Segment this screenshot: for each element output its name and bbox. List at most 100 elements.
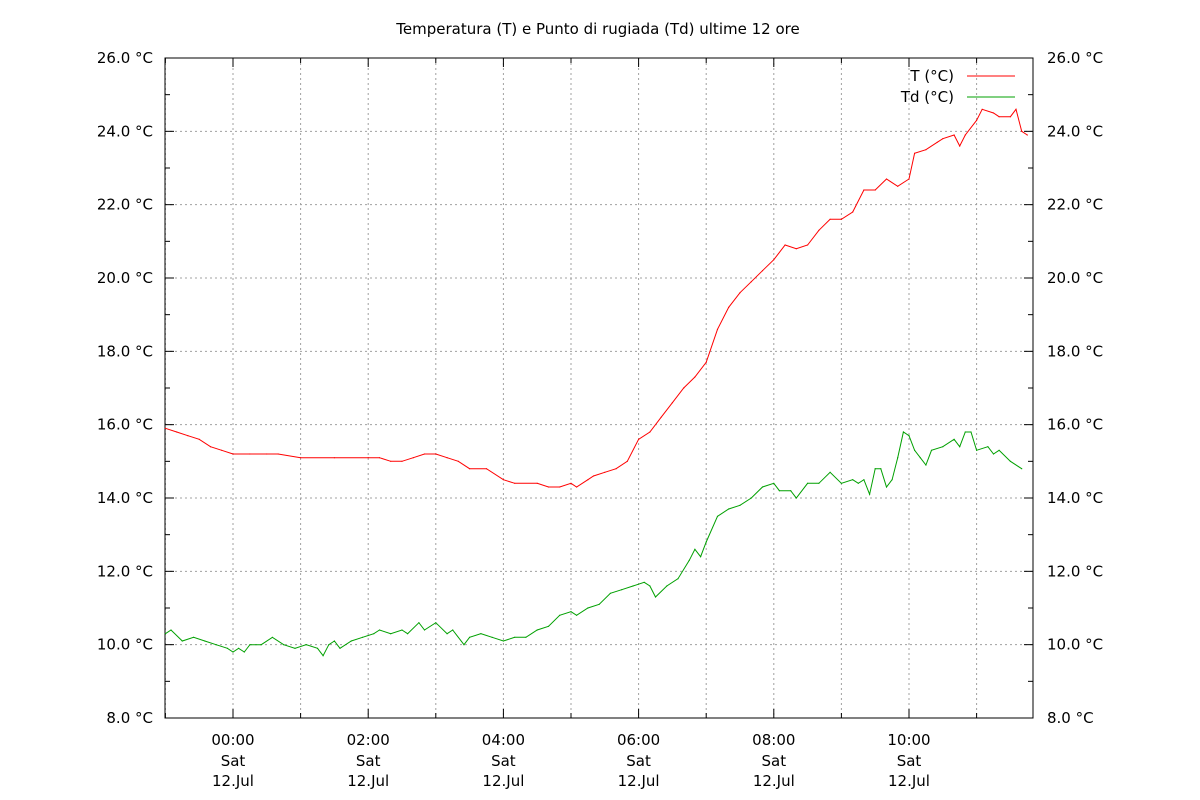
data-point [716,515,719,517]
data-point [807,244,809,246]
data-point [761,270,764,272]
data-point [350,640,352,642]
data-point [621,589,623,591]
x-tick-label-date: 12.Jul [753,772,795,790]
data-point [243,651,245,653]
data-point [649,431,651,433]
data-point [959,145,961,147]
data-point [407,633,409,635]
x-tick-label-date: 12.Jul [482,772,524,790]
data-point [1021,468,1023,470]
data-point [502,640,504,642]
data-point [277,453,279,455]
data-point [677,578,679,580]
data-point [1009,460,1012,462]
y-axis-left: 8.0 °C 10.0 °C 12.0 °C 14.0 °C 16.0 °C 18.0 °… [97,49,174,727]
series-line-0 [165,108,1028,488]
data-point [953,438,955,440]
data-point [609,592,612,594]
data-point [1021,130,1023,132]
data-point [660,416,662,418]
data-point [215,644,217,646]
data-point [283,644,285,646]
data-point [435,453,437,455]
data-point [271,636,273,638]
data-point [373,633,375,635]
data-point [469,636,471,638]
data-point [390,460,392,462]
legend-label-0: T (°C) [909,67,954,85]
data-point [829,218,831,220]
data-point [716,328,719,330]
data-point [260,644,262,646]
data-point [829,471,831,473]
data-point [170,629,172,631]
data-point [322,655,324,657]
data-point [700,556,702,558]
data-point [925,149,927,151]
data-point [1009,116,1012,118]
data-point [204,640,206,642]
y-tick-label-left: 26.0 °C [97,49,153,67]
data-point [970,431,972,433]
data-point [992,453,995,455]
x-tick-label-date: 12.Jul [212,772,254,790]
y-tick-label-left: 12.0 °C [97,562,153,580]
legend: T (°C) Td (°C) [900,67,1015,106]
x-axis: 00:00 Sat 12.Jul 02:00 Sat 12.Jul 04:00 Sat 12.J… [164,58,978,790]
y-tick-label-right: 22.0 °C [1047,196,1103,214]
data-point [795,248,797,250]
data-point [784,244,786,246]
data-point [457,460,459,462]
data-point [626,460,628,462]
data-point [1026,134,1028,136]
y-tick-label-left: 16.0 °C [97,416,153,434]
data-point [874,189,876,191]
x-tick-label-day: Sat [356,752,381,770]
data-point [902,431,905,433]
data-point [688,559,690,561]
data-point [761,486,764,488]
data-point [694,548,696,550]
data-point [181,640,183,642]
data-point [221,449,223,451]
data-point [193,636,195,638]
x-tick-label-day: Sat [761,752,786,770]
data-point [446,457,448,459]
data-point [390,633,392,635]
x-tick-label-day: Sat [221,752,246,770]
data-point [987,446,989,448]
data-point [226,647,228,649]
y-tick-label-right: 18.0 °C [1047,342,1103,360]
y-tick-label-right: 24.0 °C [1047,122,1103,140]
data-point [930,449,933,451]
x-tick-label-date: 12.Jul [347,772,389,790]
data-point [485,468,488,470]
x-tick-label-time: 00:00 [211,731,254,749]
data-point [401,629,403,631]
data-point [316,647,319,649]
y-tick-label-left: 20.0 °C [97,269,153,287]
y-tick-label-right: 10.0 °C [1047,636,1103,654]
data-point [750,281,752,283]
data-point [423,453,426,455]
x-tick-label-time: 06:00 [617,731,660,749]
data-point [818,229,820,231]
data-point [908,178,910,180]
data-point [897,185,899,187]
data-point [587,479,589,481]
data-point [412,457,414,459]
data-point [378,457,381,459]
data-point [187,435,189,437]
data-point [328,644,330,646]
data-point [491,636,493,638]
y-tick-label-right: 20.0 °C [1047,269,1103,287]
data-point [209,446,212,448]
data-point [463,644,465,646]
data-point [936,141,938,143]
data-point [446,633,448,635]
data-point [942,138,944,140]
data-point [249,644,251,646]
data-point [891,479,893,481]
